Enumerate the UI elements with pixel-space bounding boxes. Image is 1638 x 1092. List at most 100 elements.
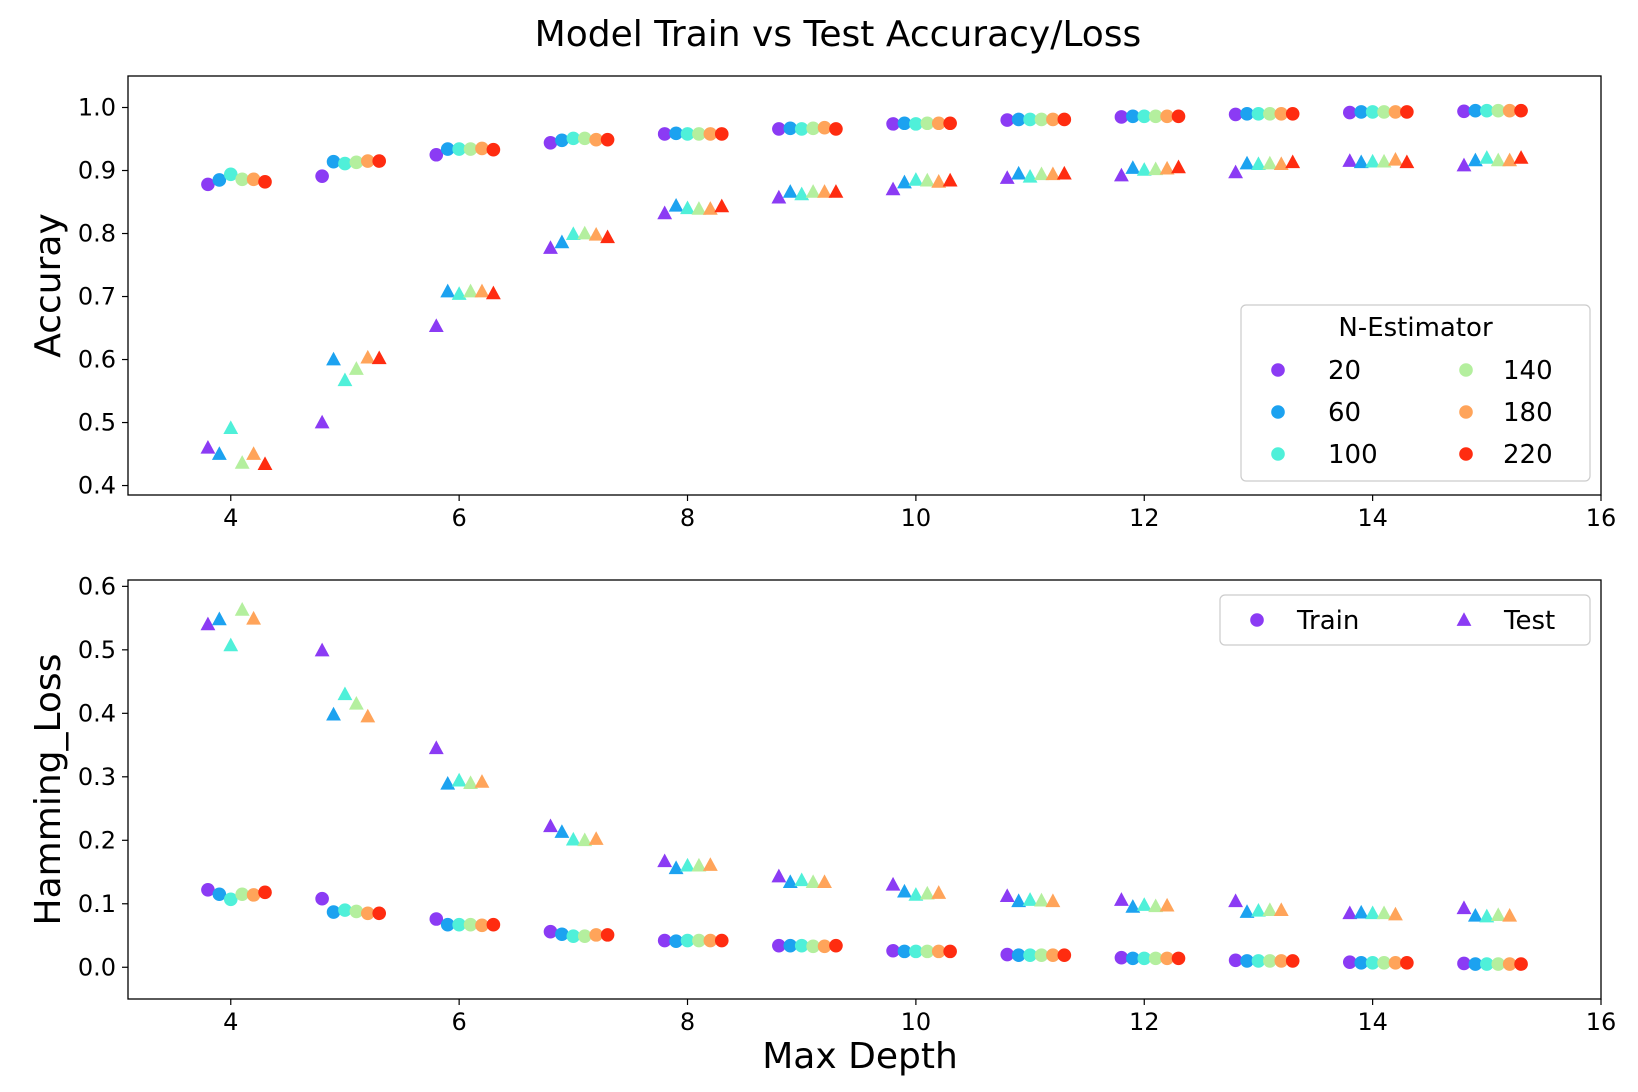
train-point bbox=[543, 924, 558, 939]
train-point bbox=[1137, 109, 1152, 124]
train-point bbox=[566, 929, 581, 943]
test-point bbox=[223, 420, 239, 435]
train-point bbox=[349, 155, 364, 170]
train-point bbox=[475, 141, 489, 156]
test-point bbox=[200, 616, 216, 631]
test-point bbox=[440, 775, 456, 790]
train-point bbox=[1480, 103, 1494, 118]
test-point bbox=[577, 832, 593, 847]
test-point bbox=[314, 414, 330, 429]
axes-frame bbox=[127, 579, 1602, 1000]
x-axis-title: Max Depth bbox=[762, 1036, 958, 1077]
train-point bbox=[909, 117, 923, 131]
panel-2: 4 6 8 10 12 14 16 0.0 0.1 0.2 0.3 0.4 0.5 0.6 Hamming_… bbox=[28, 572, 1616, 1036]
train-point bbox=[1491, 103, 1506, 118]
test-point bbox=[565, 226, 581, 240]
x-tick-label: 16 bbox=[1586, 504, 1617, 532]
train-point bbox=[452, 142, 466, 156]
test-point bbox=[1490, 152, 1506, 167]
train-point bbox=[1274, 107, 1289, 121]
test-point bbox=[463, 775, 478, 790]
train-point bbox=[1514, 957, 1528, 971]
test-point bbox=[1011, 165, 1027, 180]
axes-frame bbox=[127, 75, 1602, 496]
test-point bbox=[828, 184, 844, 198]
legend-marker bbox=[1271, 405, 1285, 419]
test-point bbox=[1479, 908, 1495, 923]
test-point bbox=[1045, 893, 1061, 908]
test-point bbox=[314, 642, 330, 657]
test-point bbox=[1125, 160, 1141, 174]
test-point bbox=[1136, 897, 1152, 911]
train-point bbox=[1285, 107, 1300, 121]
y-tick-label: 0.6 bbox=[78, 346, 116, 374]
test-point bbox=[1513, 150, 1529, 164]
train-point bbox=[429, 147, 444, 162]
train-point bbox=[1263, 107, 1277, 121]
x-tick-label: 12 bbox=[1129, 504, 1160, 532]
y-tick-label: 0.5 bbox=[78, 409, 116, 437]
train-point bbox=[440, 917, 455, 932]
y-tick-label: 0.4 bbox=[78, 699, 116, 727]
train-point bbox=[1285, 954, 1300, 968]
test-point bbox=[885, 181, 901, 196]
legend-box bbox=[1219, 594, 1591, 646]
test-point bbox=[657, 853, 673, 868]
train-point bbox=[1171, 109, 1186, 124]
test-point bbox=[1376, 153, 1392, 168]
train-point bbox=[943, 116, 957, 131]
test-point bbox=[1114, 167, 1129, 182]
test-point bbox=[257, 456, 273, 470]
test-point bbox=[428, 318, 444, 332]
train-point bbox=[1274, 954, 1289, 968]
test-point bbox=[348, 695, 364, 710]
test-point bbox=[543, 818, 558, 833]
test-point bbox=[817, 184, 832, 198]
train-point bbox=[1502, 103, 1517, 118]
train-point bbox=[772, 122, 786, 136]
train-point bbox=[943, 944, 957, 959]
train-point bbox=[315, 891, 329, 906]
train-point bbox=[338, 156, 352, 171]
y-tick-label: 0.9 bbox=[78, 157, 116, 185]
x-tick-label: 8 bbox=[680, 1008, 695, 1036]
test-point bbox=[1388, 906, 1403, 921]
train-point bbox=[1400, 956, 1414, 970]
test-point bbox=[999, 888, 1015, 903]
train-point bbox=[577, 131, 592, 146]
test-point bbox=[691, 201, 707, 215]
test-point bbox=[805, 184, 821, 198]
test-point bbox=[1502, 152, 1518, 167]
train-point bbox=[920, 116, 935, 131]
train-point bbox=[806, 939, 820, 954]
test-point bbox=[337, 372, 353, 387]
test-point bbox=[1228, 893, 1244, 908]
test-point bbox=[543, 240, 558, 254]
train-point bbox=[657, 933, 672, 948]
train-point bbox=[783, 938, 798, 953]
test-point bbox=[1353, 904, 1369, 919]
test-point bbox=[348, 361, 364, 375]
test-point bbox=[1159, 897, 1175, 912]
y-tick-label: 0.7 bbox=[78, 283, 116, 311]
test-point bbox=[1251, 902, 1266, 917]
train-point bbox=[1342, 955, 1357, 969]
train-point bbox=[1011, 112, 1026, 127]
test-point bbox=[1285, 154, 1301, 169]
train-point bbox=[772, 938, 786, 953]
train-point bbox=[1160, 951, 1174, 966]
train-point bbox=[1377, 956, 1391, 970]
test-point bbox=[1342, 153, 1358, 167]
train-point bbox=[1354, 956, 1369, 970]
test-point bbox=[1034, 892, 1049, 907]
test-point bbox=[211, 611, 227, 626]
train-point bbox=[829, 938, 843, 953]
train-point bbox=[543, 135, 558, 150]
train-point bbox=[1137, 951, 1152, 966]
test-point bbox=[1159, 160, 1175, 175]
train-point bbox=[589, 132, 603, 147]
train-point bbox=[1251, 107, 1266, 121]
legend-label-20: 20 bbox=[1328, 356, 1361, 386]
train-point bbox=[349, 904, 364, 919]
